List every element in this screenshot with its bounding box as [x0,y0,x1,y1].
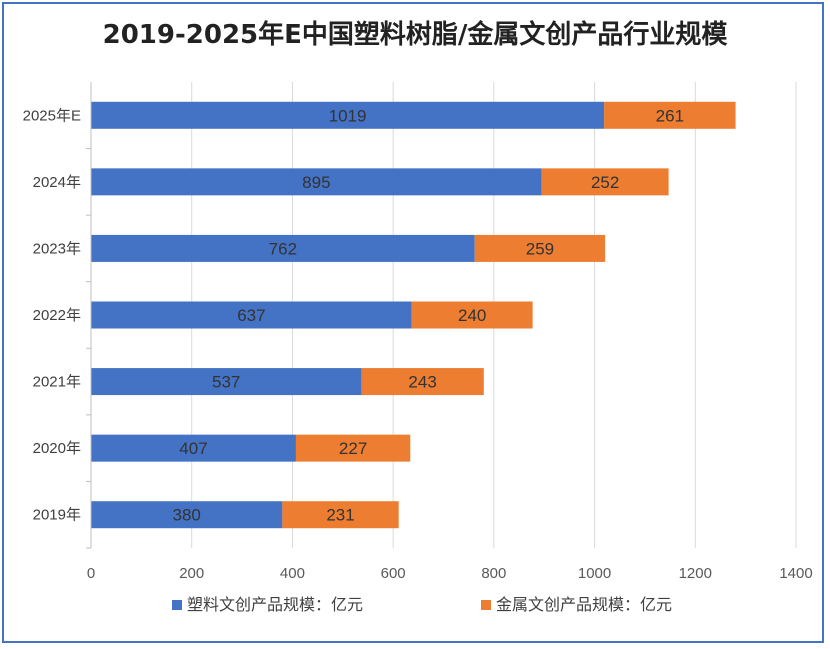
data-label: 261 [656,106,684,125]
bar-segment [91,168,542,196]
category-label: 2019年 [33,507,81,524]
legend: 塑料文创产品规模：亿元 金属文创产品规模：亿元 [172,596,672,614]
legend-label: 金属文创产品规模：亿元 [496,596,672,614]
legend-label: 塑料文创产品规模：亿元 [187,596,363,614]
category-label: 2024年 [33,174,81,191]
bar-segment [541,168,669,196]
data-label: 537 [212,373,240,392]
x-tick-label: 1200 [679,565,712,582]
data-label: 762 [269,239,297,258]
data-label: 407 [179,439,207,458]
bar-segment [91,434,296,462]
x-tick-label: 600 [381,565,406,582]
category-label: 2020年 [33,440,81,457]
legend-swatch [481,600,491,610]
bar-segment [361,368,484,396]
bar-segment [91,234,475,262]
x-tick-label: 200 [179,565,204,582]
data-label: 227 [339,439,367,458]
legend-swatch [172,600,182,610]
category-label: 2021年 [33,374,81,391]
x-tick-label: 800 [481,565,506,582]
category-label: 2025年E [23,107,81,124]
bars [91,101,736,529]
bar-segment [91,501,283,529]
x-tick-label: 0 [87,565,95,582]
bar-segment [411,301,533,329]
bar-segment [91,368,362,396]
bar-segment [91,101,605,129]
data-label: 252 [591,173,619,192]
axes: 0 200 400 600 800 1000 1200 1400 2019年 2020年 2021年… [23,82,813,582]
x-tick-label: 400 [280,565,305,582]
x-tick-label: 1400 [779,565,812,582]
data-label: 259 [526,239,554,258]
data-label: 243 [408,373,436,392]
x-tick-label: 1000 [578,565,611,582]
bar-segment [282,501,399,529]
data-label: 380 [172,506,200,525]
bar-segment [295,434,411,462]
bar-segment [474,234,606,262]
category-label: 2023年 [33,240,81,257]
data-label: 1019 [329,106,367,125]
data-label: 895 [302,173,330,192]
data-labels: 380 231 407 227 537 243 637 240 762 259 895 252 1019… [172,106,684,524]
data-label: 231 [326,506,354,525]
data-label: 637 [237,306,265,325]
category-label: 2022年 [33,307,81,324]
bar-segment [91,301,412,329]
data-label: 240 [458,306,486,325]
chart-title: 2019-2025年E中国塑料树脂/金属文创产品行业规模 [102,20,728,50]
bar-segment [604,101,736,129]
